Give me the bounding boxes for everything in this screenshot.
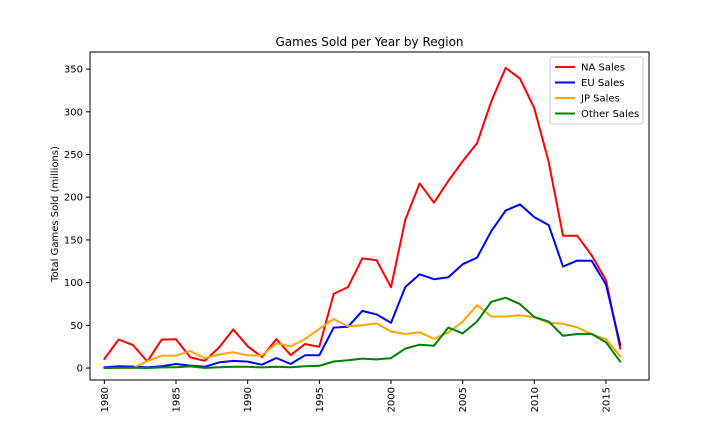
x-tick-label: 1990 [243,387,254,412]
x-tick-label: 1980 [100,387,111,412]
y-tick-label: 50 [70,321,83,332]
legend-label: NA Sales [581,63,625,74]
legend-label: Other Sales [581,109,639,120]
series-line-other-sales [103,296,622,369]
y-tick-label: 350 [64,65,83,76]
legend: NA Sales EU Sales JP Sales Other Sales [549,56,644,125]
x-tick-label: 1985 [172,387,183,412]
series-layer [103,66,622,369]
y-axis: 0 50 100 150 200 250 300 350 [64,65,90,375]
legend-label: EU Sales [581,78,624,89]
plot-frame [89,51,650,381]
series-line-na-sales [103,66,622,363]
y-axis-title: Total Games Sold (millions) [50,146,61,283]
x-axis: 1980 1985 1990 1995 2000 2005 2010 2015 [100,380,613,412]
x-tick-label: 2010 [530,387,541,412]
y-tick-label: 250 [64,150,83,161]
y-tick-label: 200 [64,193,83,204]
chart-title: Games Sold per Year by Region [275,35,463,49]
series-line-eu-sales [103,203,622,369]
x-tick-label: 1995 [315,387,326,412]
y-tick-label: 150 [64,235,83,246]
y-tick-label: 300 [64,107,83,118]
y-tick-label: 100 [64,278,83,289]
legend-box [549,56,644,125]
x-tick-label: 2015 [602,387,613,412]
x-tick-label: 2005 [458,387,469,412]
y-tick-label: 0 [77,364,83,375]
legend-label: JP Sales [580,94,620,105]
x-tick-label: 2000 [387,387,398,412]
